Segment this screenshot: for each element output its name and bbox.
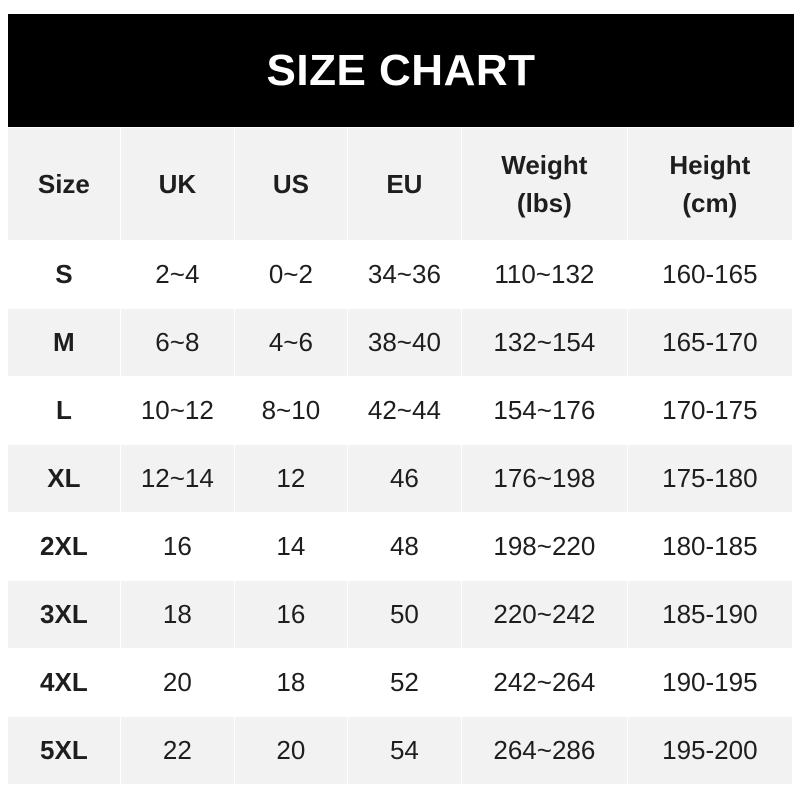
cell-size: 2XL (8, 513, 120, 580)
column-header-weight: Weight (lbs) (462, 128, 627, 240)
cell-uk: 22 (120, 717, 234, 784)
cell-us: 4~6 (234, 309, 347, 376)
table-row: 2XL 16 14 48 198~220 180-185 (8, 513, 792, 580)
cell-weight: 110~132 (462, 241, 627, 308)
cell-us: 0~2 (234, 241, 347, 308)
table-row: L 10~12 8~10 42~44 154~176 170-175 (8, 377, 792, 444)
cell-us: 14 (234, 513, 347, 580)
table-row: S 2~4 0~2 34~36 110~132 160-165 (8, 241, 792, 308)
cell-weight: 198~220 (462, 513, 627, 580)
cell-weight: 242~264 (462, 649, 627, 716)
cell-uk: 12~14 (120, 445, 234, 512)
cell-weight: 176~198 (462, 445, 627, 512)
cell-uk: 6~8 (120, 309, 234, 376)
size-chart-title: SIZE CHART (8, 14, 794, 127)
cell-us: 16 (234, 581, 347, 648)
cell-weight: 154~176 (462, 377, 627, 444)
cell-uk: 10~12 (120, 377, 234, 444)
cell-height: 170-175 (627, 377, 792, 444)
table-row: 5XL 22 20 54 264~286 195-200 (8, 717, 792, 784)
cell-height: 160-165 (627, 241, 792, 308)
cell-eu: 46 (347, 445, 461, 512)
cell-height: 165-170 (627, 309, 792, 376)
cell-weight: 264~286 (462, 717, 627, 784)
table-row: M 6~8 4~6 38~40 132~154 165-170 (8, 309, 792, 376)
column-header-height: Height (cm) (627, 128, 792, 240)
cell-eu: 42~44 (347, 377, 461, 444)
cell-size: S (8, 241, 120, 308)
cell-uk: 20 (120, 649, 234, 716)
cell-size: M (8, 309, 120, 376)
cell-uk: 2~4 (120, 241, 234, 308)
cell-size: 5XL (8, 717, 120, 784)
cell-height: 185-190 (627, 581, 792, 648)
table-row: 3XL 18 16 50 220~242 185-190 (8, 581, 792, 648)
cell-size: 4XL (8, 649, 120, 716)
cell-height: 175-180 (627, 445, 792, 512)
cell-us: 18 (234, 649, 347, 716)
cell-height: 190-195 (627, 649, 792, 716)
cell-weight: 220~242 (462, 581, 627, 648)
cell-weight: 132~154 (462, 309, 627, 376)
header-row: Size UK US EU Weight (lbs) Height (cm) (8, 128, 792, 240)
cell-eu: 38~40 (347, 309, 461, 376)
cell-uk: 18 (120, 581, 234, 648)
cell-eu: 54 (347, 717, 461, 784)
cell-height: 180-185 (627, 513, 792, 580)
cell-uk: 16 (120, 513, 234, 580)
cell-eu: 52 (347, 649, 461, 716)
cell-eu: 50 (347, 581, 461, 648)
cell-size: L (8, 377, 120, 444)
column-header-uk: UK (120, 128, 234, 240)
cell-eu: 48 (347, 513, 461, 580)
cell-size: XL (8, 445, 120, 512)
column-header-size: Size (8, 128, 120, 240)
size-chart-table: Size UK US EU Weight (lbs) Height (cm) S 2~4 0~2 3… (7, 127, 793, 785)
table-row: 4XL 20 18 52 242~264 190-195 (8, 649, 792, 716)
cell-size: 3XL (8, 581, 120, 648)
column-header-us: US (234, 128, 347, 240)
cell-eu: 34~36 (347, 241, 461, 308)
cell-height: 195-200 (627, 717, 792, 784)
cell-us: 20 (234, 717, 347, 784)
table-row: XL 12~14 12 46 176~198 175-180 (8, 445, 792, 512)
column-header-eu: EU (347, 128, 461, 240)
cell-us: 8~10 (234, 377, 347, 444)
cell-us: 12 (234, 445, 347, 512)
